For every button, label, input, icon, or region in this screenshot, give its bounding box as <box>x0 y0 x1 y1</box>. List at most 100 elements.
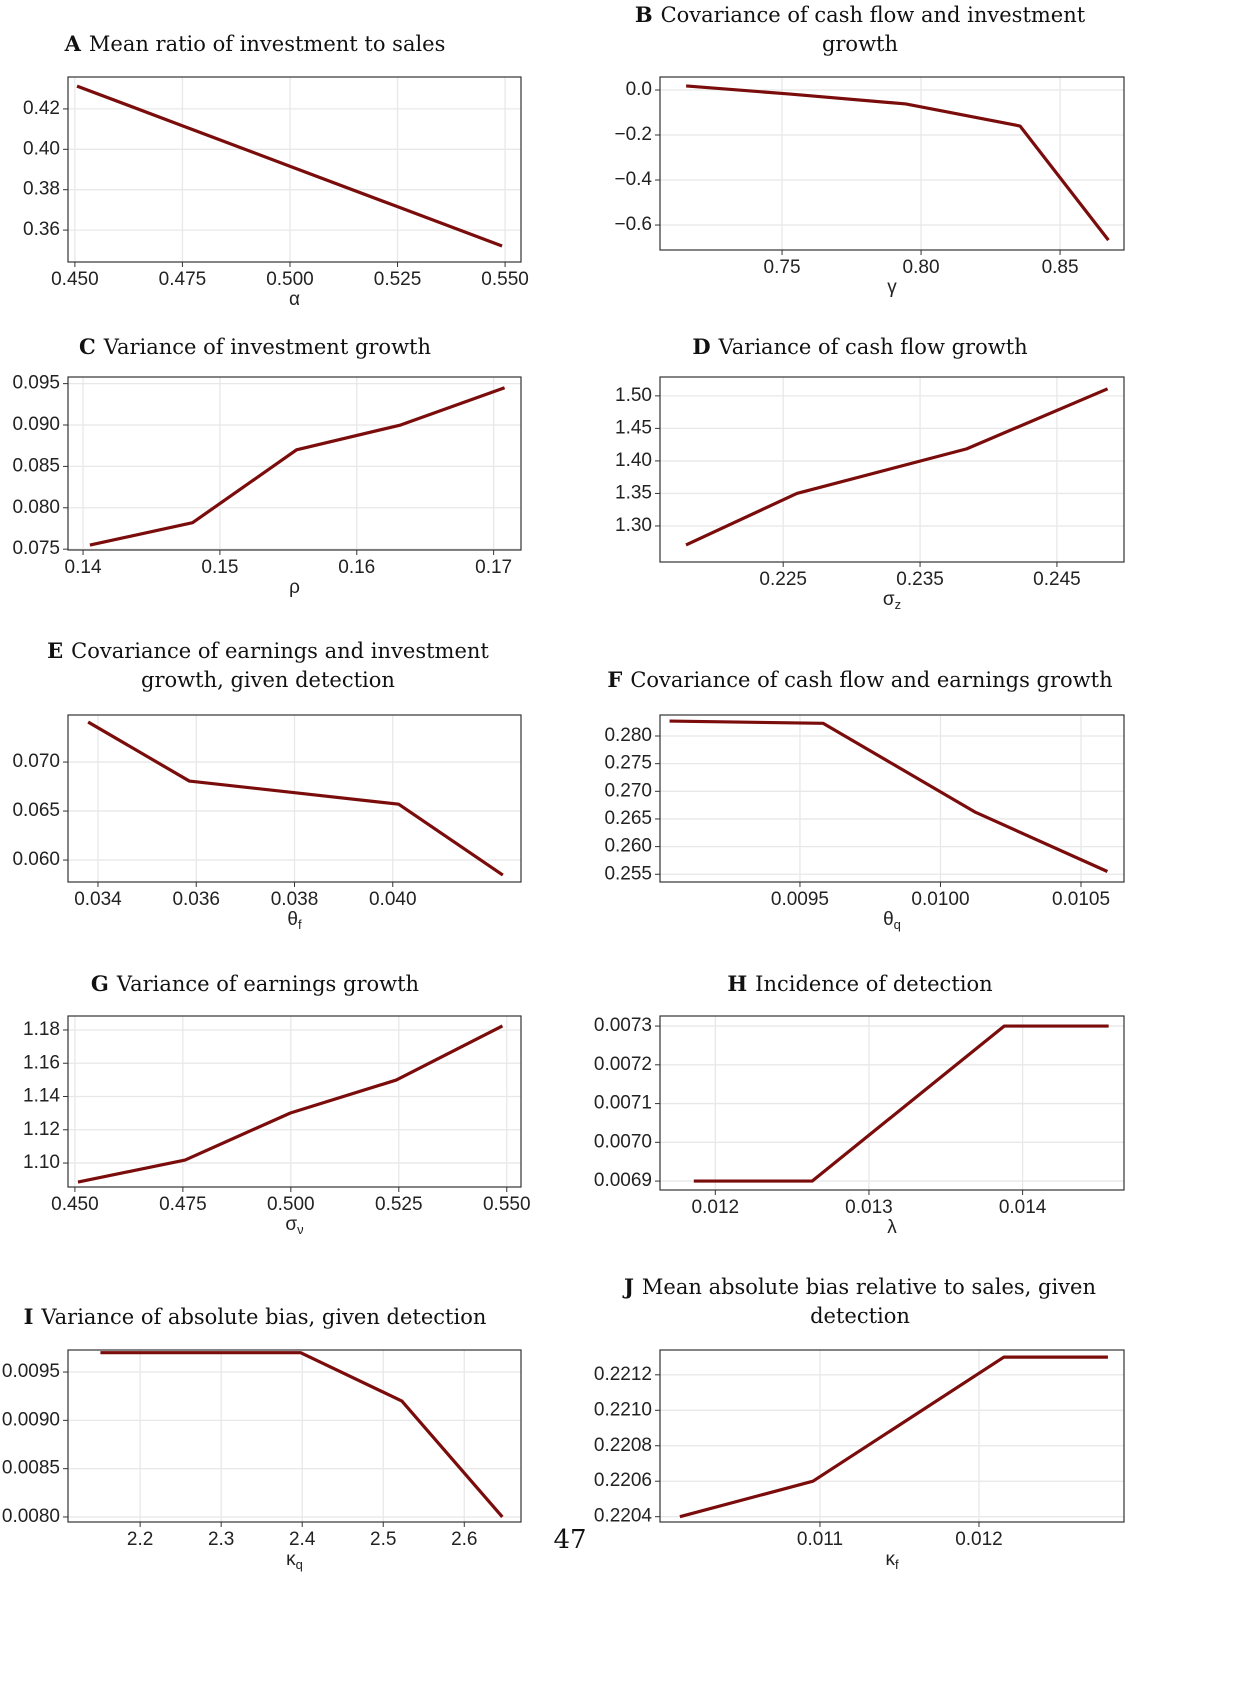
data-line <box>685 387 1109 547</box>
x-tick-label: 0.15 <box>201 557 238 578</box>
panel-title-text: Variance of cash flow growth <box>718 335 1028 359</box>
plot-border <box>659 714 1125 883</box>
y-tick-label: 0.0090 <box>2 1409 60 1430</box>
y-tick-label: 0.0071 <box>594 1093 652 1114</box>
data-line <box>89 386 506 547</box>
x-tick-label: 0.75 <box>764 257 801 278</box>
y-tick-label: 0.38 <box>23 179 60 200</box>
panel-title: A Mean ratio of investment to sales <box>64 31 446 56</box>
x-axis-label: σν <box>285 1214 303 1237</box>
panel-letter: F <box>607 667 622 692</box>
x-tick-label: 0.036 <box>172 889 220 910</box>
x-tick-label: 0.040 <box>369 889 417 910</box>
x-axis-symbol: γ <box>887 277 897 298</box>
x-tick-label: 2.4 <box>289 1529 316 1550</box>
x-axis-subscript: f <box>895 1557 899 1572</box>
y-tick-label: 0.0 <box>626 79 652 100</box>
data-line <box>76 84 503 248</box>
plot-border <box>67 376 522 551</box>
x-tick-label: 0.450 <box>51 1194 99 1215</box>
plot-border <box>67 1015 522 1188</box>
panel-letter: A <box>64 31 82 56</box>
x-axis-symbol: ρ <box>289 577 300 598</box>
y-tick-label: 0.0085 <box>2 1458 60 1479</box>
panel-title: E Covariance of earnings and investment <box>47 638 489 663</box>
x-axis-subscript: q <box>296 1557 303 1572</box>
x-tick-label: 0.85 <box>1042 257 1079 278</box>
panel-title: J Mean absolute bias relative to sales, g… <box>622 1274 1096 1299</box>
data-line <box>686 84 1110 242</box>
y-tick-label: 1.12 <box>23 1119 60 1140</box>
plot-background <box>660 77 1124 250</box>
y-tick-label: 0.090 <box>12 414 60 435</box>
plot-border <box>659 1349 1125 1523</box>
x-axis-label: λ <box>887 1217 897 1238</box>
panel-title: growth <box>822 32 898 56</box>
panel-title-text: Variance of investment growth <box>103 335 431 359</box>
x-tick-label: 2.3 <box>208 1529 234 1550</box>
y-tick-label: 1.50 <box>615 385 652 406</box>
data-line <box>100 1351 504 1519</box>
y-tick-label: 0.2212 <box>594 1364 652 1385</box>
y-tick-label: 0.2210 <box>594 1399 652 1420</box>
x-tick-label: 0.0100 <box>911 889 969 910</box>
plot-border <box>67 714 522 883</box>
panel-title-text: detection <box>810 1304 910 1328</box>
data-line <box>679 1355 1108 1519</box>
panel-title-text: Mean absolute bias relative to sales, gi… <box>642 1275 1096 1299</box>
x-axis-symbol: κ <box>885 1549 895 1570</box>
plot-background <box>660 1350 1124 1522</box>
x-axis-subscript: z <box>895 597 902 612</box>
x-axis-symbol: θ <box>287 909 298 930</box>
y-tick-label: 0.0095 <box>2 1361 60 1382</box>
x-axis-symbol: κ <box>286 1549 296 1570</box>
panel-title: G Variance of earnings growth <box>91 971 419 996</box>
y-tick-label: 0.255 <box>604 863 652 884</box>
panel-title: F Covariance of cash flow and earnings gr… <box>607 667 1112 692</box>
x-tick-label: 0.475 <box>159 1194 207 1215</box>
panel-title-text: Covariance of cash flow and investment <box>661 3 1086 27</box>
x-tick-label: 0.011 <box>797 1529 843 1550</box>
y-tick-label: 1.40 <box>615 450 652 471</box>
x-tick-label: 0.500 <box>266 269 314 290</box>
x-tick-label: 0.17 <box>475 557 512 578</box>
y-tick-label: 0.275 <box>604 753 652 774</box>
y-tick-label: 0.070 <box>12 751 60 772</box>
y-tick-label: −0.6 <box>614 214 652 235</box>
panel-title-text: growth, given detection <box>141 668 395 692</box>
x-tick-label: 0.0095 <box>771 889 829 910</box>
x-axis-symbol: σ <box>285 1214 297 1235</box>
x-tick-label: 0.012 <box>692 1197 740 1218</box>
x-axis-label: γ <box>887 277 897 298</box>
plot-background <box>68 377 521 550</box>
y-tick-label: 0.260 <box>604 836 652 857</box>
y-tick-label: 0.36 <box>23 219 60 240</box>
x-tick-label: 0.525 <box>375 1194 423 1215</box>
panel-title-text: Covariance of earnings and investment <box>71 639 489 663</box>
x-tick-label: 0.14 <box>65 557 102 578</box>
x-axis-subscript: ν <box>297 1222 304 1237</box>
x-tick-label: 2.6 <box>451 1529 477 1550</box>
x-axis-label: θq <box>883 909 901 932</box>
plot-border <box>659 76 1125 251</box>
panel-title-text: Variance of absolute bias, given detecti… <box>40 1305 486 1329</box>
plot-border <box>659 1015 1125 1191</box>
y-tick-label: 1.10 <box>23 1152 60 1173</box>
x-axis-subscript: q <box>894 917 901 932</box>
panel-title-text: Mean ratio of investment to sales <box>89 32 445 56</box>
panel-letter: D <box>692 334 710 359</box>
x-axis-symbol: α <box>289 289 300 310</box>
y-tick-label: 0.085 <box>12 455 60 476</box>
panel-title-text: Variance of earnings growth <box>116 972 419 996</box>
panel-letter: C <box>79 334 96 359</box>
x-tick-label: 0.550 <box>481 269 529 290</box>
y-tick-label: 1.30 <box>615 515 652 536</box>
y-tick-label: −0.2 <box>614 124 652 145</box>
y-tick-label: 0.0080 <box>2 1506 60 1527</box>
plot-border <box>67 76 522 263</box>
y-tick-label: 0.265 <box>604 808 652 829</box>
y-tick-label: 0.0072 <box>594 1054 652 1075</box>
panel-title: D Variance of cash flow growth <box>692 334 1027 359</box>
y-tick-label: 0.0069 <box>594 1170 652 1191</box>
